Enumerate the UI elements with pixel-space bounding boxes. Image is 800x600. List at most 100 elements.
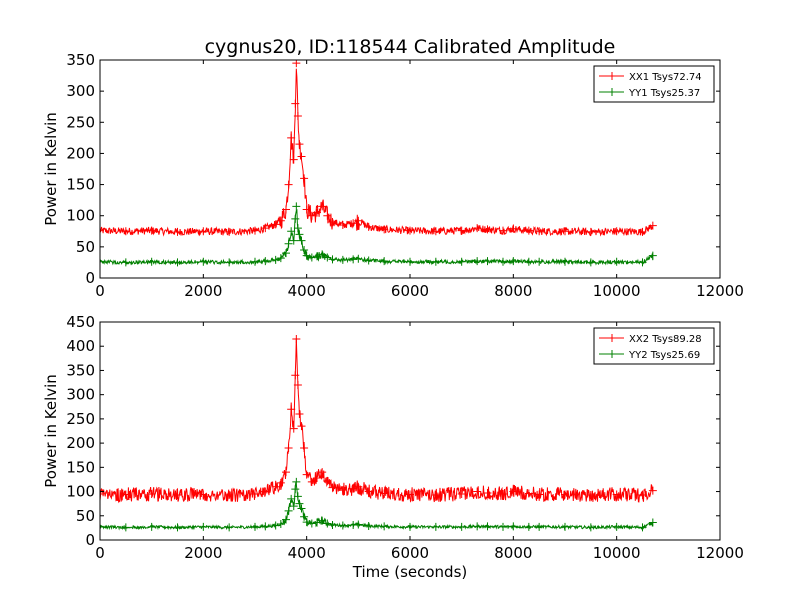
data-point-marker (289, 502, 298, 511)
y-tick-label: 0 (85, 269, 95, 287)
data-point-marker (535, 257, 544, 266)
data-point-marker (289, 236, 298, 245)
data-point-marker (313, 252, 321, 261)
data-point-marker (364, 256, 373, 265)
data-point-marker (282, 468, 290, 477)
data-point-marker (638, 227, 647, 236)
data-point-marker (318, 250, 327, 259)
data-point-marker (313, 473, 321, 482)
data-point-marker (276, 520, 285, 529)
data-point-marker (121, 227, 130, 236)
data-point-marker (307, 477, 316, 486)
data-point-marker (251, 257, 259, 266)
x-tick-label: 10000 (593, 282, 641, 300)
data-point-marker (499, 489, 507, 498)
x-tick-label: 8000 (494, 282, 532, 300)
data-point-marker (535, 227, 544, 236)
data-point-marker (173, 490, 182, 499)
data-point-marker (100, 489, 104, 498)
legend-box (593, 65, 715, 103)
legend-label: YY2 Tsys25.69 (628, 350, 700, 361)
x-tick-label: 2000 (184, 282, 222, 300)
data-point-marker (473, 487, 482, 496)
series-trace (100, 338, 654, 504)
data-point-marker (295, 499, 304, 508)
data-point-marker (648, 518, 657, 527)
x-tick-label: 6000 (391, 544, 429, 562)
data-point-marker (293, 380, 302, 389)
data-point-marker (251, 522, 259, 531)
data-point-marker (457, 226, 466, 235)
data-point-marker (100, 257, 104, 266)
data-point-marker (354, 254, 363, 263)
data-point-marker (147, 489, 156, 498)
y-axis-label: Power in Kelvin (42, 112, 60, 226)
data-point-marker (406, 490, 414, 499)
chart-title: cygnus20, ID:118544 Calibrated Amplitude (205, 36, 616, 58)
data-point-marker (173, 227, 182, 236)
data-point-marker (147, 257, 156, 266)
data-point-marker (121, 523, 130, 532)
data-point-marker (524, 489, 533, 498)
data-point-marker (354, 482, 363, 491)
data-point-marker (295, 410, 304, 419)
data-point-marker (431, 257, 440, 266)
data-point-marker (147, 226, 156, 235)
series-xx-line (100, 60, 657, 237)
data-point-marker (313, 208, 321, 217)
legend-box (593, 327, 715, 365)
x-tick-label: 6000 (391, 282, 429, 300)
data-point-marker (199, 227, 208, 236)
data-point-marker (287, 227, 296, 236)
y-tick-label: 50 (76, 238, 95, 256)
data-point-marker (509, 522, 518, 531)
data-point-marker (364, 487, 373, 496)
data-point-marker (349, 219, 358, 228)
data-point-marker (328, 520, 337, 529)
data-point-marker (323, 519, 332, 528)
data-point-marker (499, 257, 507, 266)
data-point-marker (406, 226, 414, 235)
data-point-marker (380, 522, 389, 531)
data-point-marker (338, 255, 347, 264)
data-point-marker (483, 225, 492, 234)
data-point-marker (261, 224, 270, 233)
data-point-marker (307, 519, 316, 528)
data-point-marker (483, 522, 492, 531)
data-point-marker (271, 482, 280, 491)
data-point-marker (473, 522, 482, 531)
data-point-marker (261, 257, 270, 266)
data-point-marker (586, 523, 595, 532)
data-point-marker (561, 227, 569, 236)
data-point-marker (287, 133, 296, 142)
y-tick-label: 300 (66, 82, 95, 100)
y-axis-label: Power in Kelvin (42, 374, 60, 488)
data-point-marker (586, 490, 595, 499)
data-point-marker (499, 522, 507, 531)
data-point-marker (300, 443, 309, 452)
series-yy-line (100, 477, 657, 532)
data-point-marker (561, 257, 569, 266)
data-point-marker (287, 494, 296, 503)
x-tick-label: 4000 (288, 282, 326, 300)
data-point-marker (612, 522, 621, 531)
data-point-marker (297, 422, 306, 431)
x-tick-label: 0 (95, 282, 105, 300)
data-point-marker (173, 258, 182, 267)
data-point-marker (338, 486, 347, 495)
data-point-marker (648, 251, 657, 260)
x-tick-label: 2000 (184, 544, 222, 562)
data-point-marker (261, 522, 270, 531)
data-point-marker (261, 487, 270, 496)
data-point-marker (284, 180, 293, 189)
data-point-marker (297, 152, 306, 161)
x-axis-label: Time (seconds) (352, 563, 468, 581)
data-point-marker (612, 227, 621, 236)
y-tick-label: 50 (76, 507, 95, 525)
y-tick-label: 150 (66, 176, 95, 194)
data-point-marker (282, 249, 290, 258)
data-point-marker (293, 492, 302, 501)
data-point-marker (225, 258, 234, 267)
data-point-marker (328, 217, 337, 226)
